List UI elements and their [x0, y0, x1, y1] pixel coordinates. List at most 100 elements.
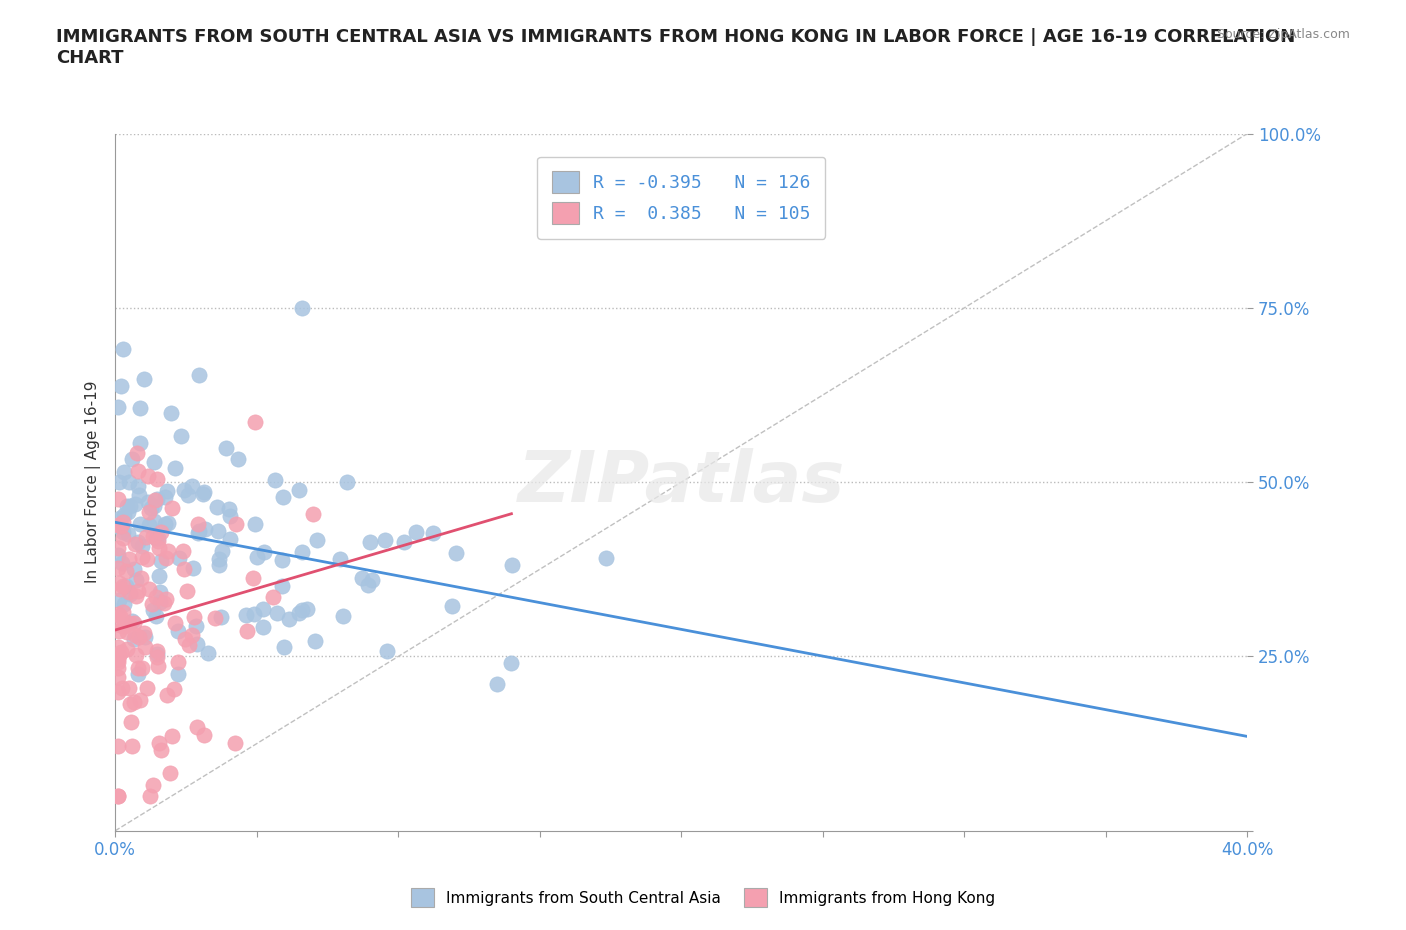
- Point: [145, 530, 167, 545]
- Point: [136, 495, 159, 510]
- Point: [278, 611, 301, 626]
- Point: [108, 618, 131, 632]
- Point: [157, 543, 180, 558]
- Point: [148, 534, 170, 549]
- Point: [111, 578, 134, 593]
- Point: [405, 525, 427, 539]
- Point: [112, 508, 135, 523]
- Point: [145, 608, 167, 623]
- Point: [110, 379, 132, 393]
- Point: [271, 578, 294, 593]
- Point: [131, 550, 153, 565]
- Point: [118, 697, 141, 711]
- Point: [193, 728, 215, 743]
- Point: [118, 681, 141, 696]
- Point: [142, 498, 165, 513]
- Point: [136, 681, 159, 696]
- Point: [112, 530, 135, 545]
- Point: [143, 455, 166, 470]
- Point: [146, 531, 169, 546]
- Point: [122, 695, 145, 710]
- Point: [263, 472, 285, 487]
- Point: [155, 591, 177, 606]
- Point: [235, 607, 257, 622]
- Point: [307, 533, 329, 548]
- Point: [107, 541, 129, 556]
- Point: [128, 630, 150, 644]
- Point: [107, 492, 129, 507]
- Point: [149, 742, 172, 757]
- Text: ZIPatlas: ZIPatlas: [517, 447, 845, 517]
- Point: [501, 557, 523, 572]
- Point: [295, 602, 318, 617]
- Point: [121, 714, 143, 729]
- Point: [122, 616, 145, 631]
- Point: [107, 684, 129, 699]
- Point: [124, 627, 146, 642]
- Point: [156, 484, 179, 498]
- Point: [148, 568, 170, 583]
- Point: [252, 602, 274, 617]
- Point: [112, 597, 135, 612]
- Point: [110, 511, 132, 525]
- Point: [108, 623, 131, 638]
- Point: [142, 777, 165, 792]
- Point: [135, 529, 157, 544]
- Point: [128, 693, 150, 708]
- Point: [117, 505, 139, 520]
- Point: [499, 656, 522, 671]
- Point: [121, 739, 143, 754]
- Point: [155, 551, 177, 565]
- Point: [108, 576, 131, 591]
- Point: [114, 564, 136, 578]
- Legend: R = -0.395   N = 126, R =  0.385   N = 105: R = -0.395 N = 126, R = 0.385 N = 105: [537, 156, 825, 238]
- Point: [218, 531, 240, 546]
- Point: [187, 516, 209, 531]
- Point: [440, 599, 463, 614]
- Point: [207, 557, 229, 572]
- Point: [108, 474, 131, 489]
- Point: [149, 553, 172, 568]
- Point: [273, 639, 295, 654]
- Point: [167, 551, 190, 565]
- Point: [138, 505, 160, 520]
- Point: [160, 729, 183, 744]
- Point: [107, 660, 129, 675]
- Point: [188, 367, 211, 382]
- Point: [157, 515, 180, 530]
- Point: [302, 507, 325, 522]
- Point: [197, 645, 219, 660]
- Point: [181, 561, 204, 576]
- Point: [163, 461, 186, 476]
- Point: [118, 551, 141, 566]
- Point: [287, 605, 309, 620]
- Point: [291, 544, 314, 559]
- Point: [108, 608, 131, 623]
- Point: [111, 681, 134, 696]
- Point: [374, 532, 396, 547]
- Point: [107, 517, 129, 532]
- Point: [218, 502, 240, 517]
- Point: [107, 399, 129, 414]
- Point: [107, 647, 129, 662]
- Point: [485, 676, 508, 691]
- Point: [444, 546, 467, 561]
- Point: [186, 636, 208, 651]
- Point: [118, 587, 141, 602]
- Point: [124, 631, 146, 646]
- Point: [148, 541, 170, 556]
- Point: [110, 519, 132, 534]
- Point: [243, 415, 266, 430]
- Point: [359, 535, 381, 550]
- Point: [173, 482, 195, 497]
- Point: [246, 550, 269, 565]
- Point: [125, 445, 148, 460]
- Point: [156, 688, 179, 703]
- Point: [336, 474, 359, 489]
- Point: [141, 602, 163, 617]
- Point: [194, 521, 217, 536]
- Point: [131, 661, 153, 676]
- Point: [186, 720, 208, 735]
- Point: [125, 647, 148, 662]
- Point: [422, 525, 444, 540]
